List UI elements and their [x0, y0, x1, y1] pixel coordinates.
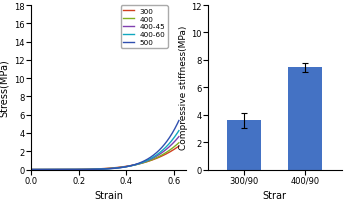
400 [136, 163, 140, 165]
400-45 [136, 163, 140, 165]
Bar [288, 68, 322, 170]
400 [29, 168, 33, 171]
Line: 400-60: 400-60 [31, 131, 179, 170]
300 [88, 168, 92, 170]
400 [88, 168, 92, 171]
500 [47, 168, 51, 171]
300 [177, 145, 181, 148]
300 [122, 166, 126, 168]
400-45 [177, 136, 181, 138]
Line: 500: 500 [31, 121, 179, 170]
400-45 [47, 168, 51, 171]
400-60 [177, 130, 181, 132]
400-45 [29, 168, 33, 171]
300 [136, 163, 140, 165]
400-45 [122, 166, 126, 168]
500 [136, 162, 140, 165]
400-45 [77, 168, 81, 171]
Line: 400-45: 400-45 [31, 137, 179, 170]
400-60 [88, 168, 92, 171]
400-60 [47, 168, 51, 171]
400-45 [88, 168, 92, 171]
400-60 [29, 168, 33, 171]
300 [29, 168, 33, 171]
500 [77, 168, 81, 171]
Bar [227, 121, 261, 170]
400-60 [136, 163, 140, 165]
500 [177, 120, 181, 122]
400-60 [122, 166, 126, 168]
400-45 [136, 163, 140, 165]
400-60 [77, 168, 81, 171]
500 [88, 168, 92, 171]
500 [122, 166, 126, 168]
Line: 300: 300 [31, 146, 179, 170]
400 [136, 163, 140, 166]
X-axis label: Strar: Strar [263, 190, 287, 200]
400 [177, 142, 181, 144]
400 [122, 166, 126, 168]
300 [47, 168, 51, 171]
500 [29, 168, 33, 171]
X-axis label: Strain: Strain [94, 190, 123, 200]
Legend: 300, 400, 400-45, 400-60, 500: 300, 400, 400-45, 400-60, 500 [121, 6, 168, 48]
Y-axis label: Compressive stiffness(MPa): Compressive stiffness(MPa) [179, 26, 188, 150]
Y-axis label: Stress(MPa): Stress(MPa) [0, 59, 9, 117]
400 [47, 168, 51, 171]
400-60 [136, 163, 140, 165]
Line: 400: 400 [31, 143, 179, 170]
500 [136, 163, 140, 165]
300 [136, 163, 140, 165]
400 [77, 168, 81, 171]
300 [77, 168, 81, 171]
